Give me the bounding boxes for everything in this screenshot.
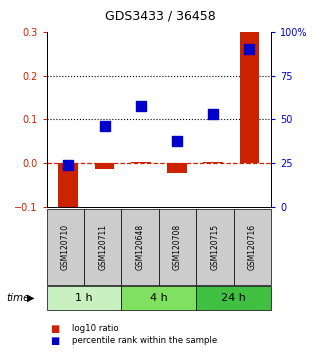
Bar — [239, 32, 259, 163]
Text: ▶: ▶ — [27, 293, 34, 303]
Text: log10 ratio: log10 ratio — [72, 324, 119, 333]
Point — [66, 162, 71, 168]
Text: 1 h: 1 h — [75, 293, 93, 303]
Text: GSM120710: GSM120710 — [61, 224, 70, 270]
Text: GSM120648: GSM120648 — [136, 224, 145, 270]
Text: 4 h: 4 h — [150, 293, 168, 303]
Bar — [95, 163, 115, 169]
Text: percentile rank within the sample: percentile rank within the sample — [72, 336, 217, 345]
Text: 24 h: 24 h — [221, 293, 246, 303]
Text: ■: ■ — [50, 324, 59, 333]
Text: GSM120711: GSM120711 — [98, 224, 107, 270]
Point — [138, 103, 143, 109]
Bar — [58, 163, 78, 209]
Point — [102, 123, 107, 129]
Text: GSM120715: GSM120715 — [211, 224, 220, 270]
Point — [174, 138, 179, 144]
Bar — [131, 161, 151, 163]
Point — [247, 46, 252, 52]
Bar — [203, 161, 223, 163]
Text: GDS3433 / 36458: GDS3433 / 36458 — [105, 10, 216, 22]
Text: GSM120708: GSM120708 — [173, 224, 182, 270]
Bar — [167, 163, 187, 173]
Text: time: time — [6, 293, 30, 303]
Text: GSM120716: GSM120716 — [248, 224, 257, 270]
Point — [211, 112, 216, 117]
Text: ■: ■ — [50, 336, 59, 346]
